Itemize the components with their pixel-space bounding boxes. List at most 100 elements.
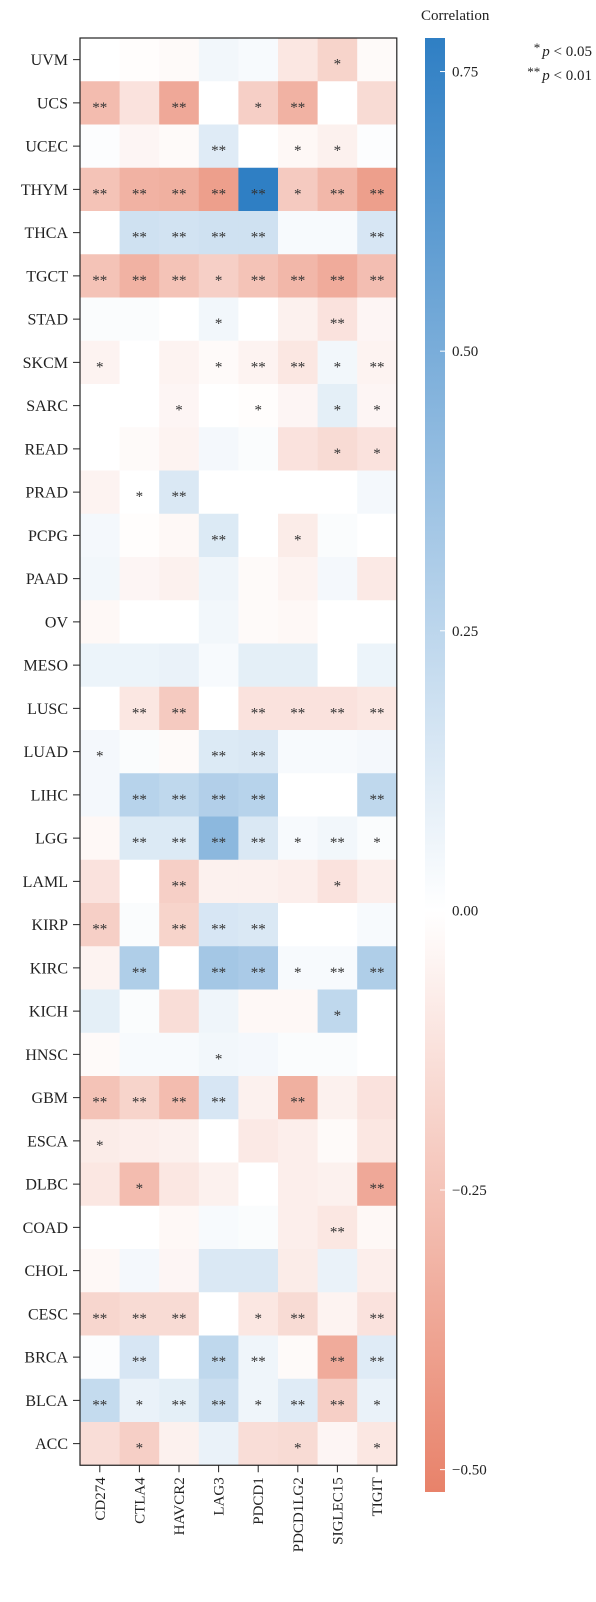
significance-mark: ** [330, 1397, 345, 1413]
column-label: SIGLEC15 [330, 1477, 346, 1545]
heatmap-cell [357, 297, 398, 342]
significance-mark: ** [211, 230, 226, 246]
heatmap-cell [119, 600, 160, 644]
row-label: ESCA [27, 1133, 68, 1150]
heatmap-cell [357, 254, 398, 298]
heatmap-cell [198, 470, 239, 515]
heatmap-cell [198, 1162, 239, 1207]
heatmap-cell [278, 1378, 319, 1423]
heatmap-cell [80, 384, 121, 428]
heatmap-cell [317, 1378, 358, 1423]
significance-mark: * [254, 403, 262, 419]
heatmap-cell [238, 254, 279, 298]
significance-mark: ** [370, 965, 385, 981]
significance-mark: ** [211, 143, 226, 159]
significance-mark: ** [330, 1354, 345, 1370]
heatmap-cell [159, 340, 200, 385]
heatmap-cell [317, 340, 358, 385]
significance-mark: ** [290, 100, 305, 116]
heatmap-cell [357, 1032, 398, 1077]
heatmap-cell [119, 1162, 160, 1207]
heatmap-cell [198, 1032, 239, 1077]
colorbar-tick-label: 0.50 [452, 344, 478, 360]
colorbar-gradient [425, 38, 445, 1492]
heatmap-cell [238, 643, 279, 688]
heatmap-cell [317, 730, 358, 774]
significance-legend-item: ** p < 0.01 [527, 64, 592, 84]
heatmap-cell [317, 1076, 358, 1120]
heatmap-cell [198, 297, 239, 342]
significance-mark: * [215, 273, 223, 289]
heatmap-cell [80, 38, 121, 82]
heatmap-cell [317, 384, 358, 428]
heatmap-cell [238, 686, 279, 731]
heatmap-cell [198, 816, 239, 861]
heatmap-cell [238, 427, 279, 471]
colorbar-tick-label: −0.50 [452, 1463, 487, 1479]
heatmap-cell [317, 427, 358, 471]
significance-mark: ** [172, 835, 187, 851]
row-label: CHOL [24, 1263, 68, 1280]
heatmap-cell [159, 124, 200, 169]
heatmap-cell [80, 903, 121, 947]
significance-mark: * [373, 403, 381, 419]
significance-mark: * [294, 965, 302, 981]
significance-mark: ** [211, 922, 226, 938]
heatmap-cell [238, 1162, 279, 1207]
heatmap-cell [159, 730, 200, 774]
significance-mark: ** [290, 1397, 305, 1413]
heatmap-cell [80, 600, 121, 644]
heatmap-cell [278, 1249, 319, 1293]
heatmap-cell [159, 946, 200, 990]
heatmap-cell [238, 1076, 279, 1120]
heatmap-cell [119, 124, 160, 169]
heatmap-cell [159, 1076, 200, 1120]
heatmap-cell [357, 1249, 398, 1293]
heatmap-cell [357, 81, 398, 125]
heatmap-cell [119, 1249, 160, 1293]
heatmap-cell [317, 211, 358, 255]
significance-mark: * [136, 1181, 144, 1197]
significance-mark: * [254, 1311, 262, 1327]
row-label: SKCM [23, 355, 68, 372]
significance-mark: ** [211, 186, 226, 202]
row-label: KICH [29, 1004, 69, 1021]
significance-mark: * [334, 446, 342, 462]
heatmap-cell [238, 730, 279, 774]
heatmap-cell [80, 297, 121, 342]
heatmap-cell [80, 686, 121, 731]
heatmap-cell [317, 859, 358, 904]
heatmap-cell [159, 1119, 200, 1163]
heatmap-cell [278, 816, 319, 861]
significance-mark: ** [370, 792, 385, 808]
significance-mark: ** [132, 186, 147, 202]
heatmap-cell [198, 38, 239, 82]
significance-mark: ** [370, 1181, 385, 1197]
heatmap-cell [278, 643, 319, 688]
significance-mark: ** [132, 230, 147, 246]
heatmap-cell [159, 643, 200, 688]
significance-mark: ** [172, 273, 187, 289]
heatmap-cell [80, 167, 121, 212]
heatmap-cell [198, 81, 239, 125]
heatmap-cell [238, 946, 279, 990]
heatmap-cell [357, 816, 398, 861]
heatmap-cell [159, 1249, 200, 1293]
significance-mark: ** [370, 705, 385, 721]
row-labels: UVM UCS UCEC THYM THCA TGCT STAD SKCM SARC READ PR… [21, 52, 80, 1453]
significance-mark: ** [370, 359, 385, 375]
heatmap-cell [80, 816, 121, 861]
heatmap-cell [357, 470, 398, 515]
row-label: GBM [32, 1090, 68, 1107]
heatmap-cell [317, 600, 358, 644]
significance-mark: * [334, 359, 342, 375]
heatmap-cell [238, 513, 279, 558]
heatmap-cell [80, 254, 121, 298]
significance-mark: ** [330, 273, 345, 289]
heatmap-cell [317, 1422, 358, 1466]
heatmap-cell [80, 1205, 121, 1250]
heatmap-cell [198, 1292, 239, 1336]
significance-mark: ** [330, 705, 345, 721]
heatmap-cell [357, 384, 398, 428]
heatmap-cell [159, 859, 200, 904]
